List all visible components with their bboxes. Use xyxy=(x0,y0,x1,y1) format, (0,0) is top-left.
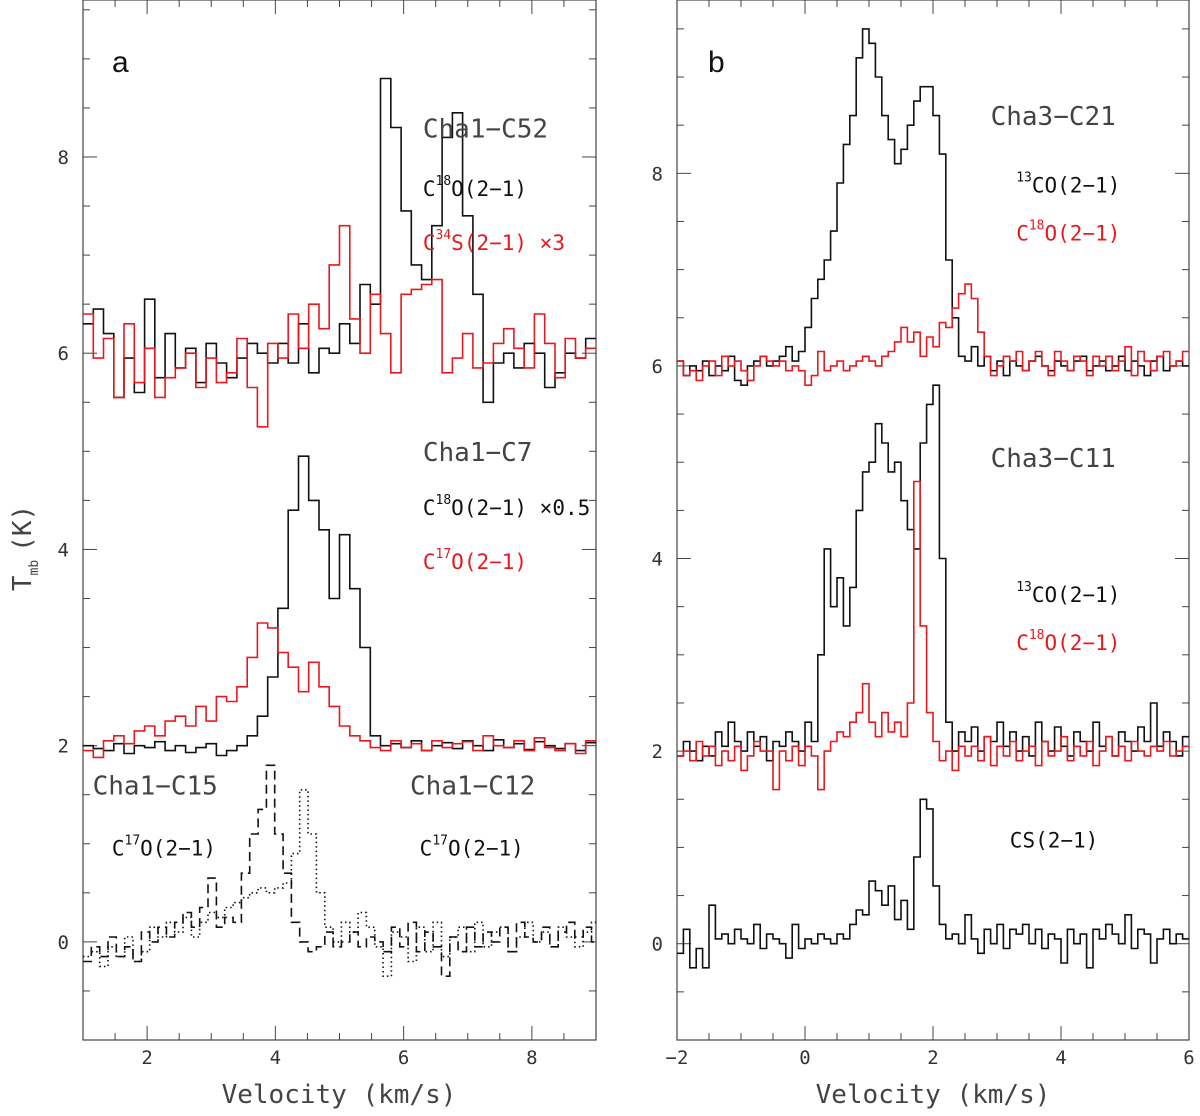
panel-a-series xyxy=(83,77,596,977)
panel-b-x-axis-label: Velocity (km/s) xyxy=(816,1080,1051,1110)
y-tick-label: 8 xyxy=(652,163,663,185)
spectrum-series-a-0 xyxy=(83,77,596,404)
spectrum-series-a-3 xyxy=(83,622,596,759)
y-tick-label: 0 xyxy=(652,934,663,956)
y-axis-label-main: T xyxy=(8,575,38,591)
annotation-a-9: C17O(2−1) xyxy=(420,834,524,861)
annotation-b-0: Cha3−C21 xyxy=(991,102,1116,132)
panel-b-series xyxy=(677,28,1189,969)
spectrum-series-a-1 xyxy=(83,224,596,428)
panel-a-y-axis-label: Tmb (K) xyxy=(8,505,42,591)
panel-b-ticks: −2 0 2 4 6 0 2 4 6 8 xyxy=(652,0,1195,1069)
panel-a-ticks: 2 4 6 8 0 2 4 6 8 xyxy=(58,0,597,1069)
y-tick-label: 0 xyxy=(58,932,69,954)
annotation-a-8: Cha1−C12 xyxy=(410,772,535,802)
spectrum-series-b-1 xyxy=(677,283,1189,386)
y-tick-label: 2 xyxy=(58,736,69,758)
panel-a-label: a xyxy=(112,46,129,79)
annotation-b-2: C18O(2−1) xyxy=(1016,219,1120,246)
panel-a-annotations: Cha1−C52 C18O(2−1) C34S(2−1) ×3 Cha1−C7 C18O… xyxy=(93,114,591,860)
y-tick-label: 4 xyxy=(652,549,663,571)
annotation-a-5: C17O(2−1) xyxy=(423,547,527,574)
annotation-a-7: C17O(2−1) xyxy=(112,834,216,861)
annotation-a-1: C18O(2−1) xyxy=(423,174,527,201)
x-tick-label: 2 xyxy=(141,1047,152,1069)
y-tick-label: 2 xyxy=(652,741,663,763)
x-tick-label: 8 xyxy=(526,1047,537,1069)
x-tick-label: 0 xyxy=(799,1047,810,1069)
annotation-b-4: 13CO(2−1) xyxy=(1016,580,1120,607)
annotation-a-3: Cha1−C7 xyxy=(423,438,533,468)
spectrum-series-b-2 xyxy=(677,384,1189,762)
annotation-b-3: Cha3−C11 xyxy=(991,444,1116,474)
x-tick-label: 6 xyxy=(398,1047,409,1069)
spectrum-series-a-5 xyxy=(83,789,596,977)
panel-b-label: b xyxy=(708,46,725,79)
panel-a-x-axis-label: Velocity (km/s) xyxy=(222,1080,457,1110)
panel-b-annotations: Cha3−C21 13CO(2−1) C18O(2−1) Cha3−C11 13CO(2… xyxy=(991,102,1121,852)
y-tick-label: 6 xyxy=(652,356,663,378)
annotation-b-1: 13CO(2−1) xyxy=(1016,171,1120,198)
annotation-a-4: C18O(2−1) ×0.5 xyxy=(423,493,590,520)
x-tick-label: 2 xyxy=(927,1047,938,1069)
spectrum-series-b-4 xyxy=(677,798,1189,969)
annotation-a-2: C34S(2−1) ×3 xyxy=(423,228,565,255)
x-tick-label: −2 xyxy=(666,1047,689,1069)
y-tick-label: 8 xyxy=(58,147,69,169)
annotation-b-5: C18O(2−1) xyxy=(1016,628,1120,655)
y-axis-label-unit: (K) xyxy=(8,505,38,552)
spectrum-series-b-3 xyxy=(677,480,1189,791)
annotation-a-0: Cha1−C52 xyxy=(423,114,548,144)
y-axis-label-subscript: mb xyxy=(27,560,42,576)
x-tick-label: 4 xyxy=(270,1047,281,1069)
annotation-b-6: CS(2−1) xyxy=(1010,828,1099,852)
x-tick-label: 6 xyxy=(1183,1047,1194,1069)
annotation-a-6: Cha1−C15 xyxy=(93,772,218,802)
spectrum-series-b-0 xyxy=(677,28,1189,386)
y-tick-label: 4 xyxy=(58,539,69,561)
x-tick-label: 4 xyxy=(1055,1047,1066,1069)
y-tick-label: 6 xyxy=(58,343,69,365)
